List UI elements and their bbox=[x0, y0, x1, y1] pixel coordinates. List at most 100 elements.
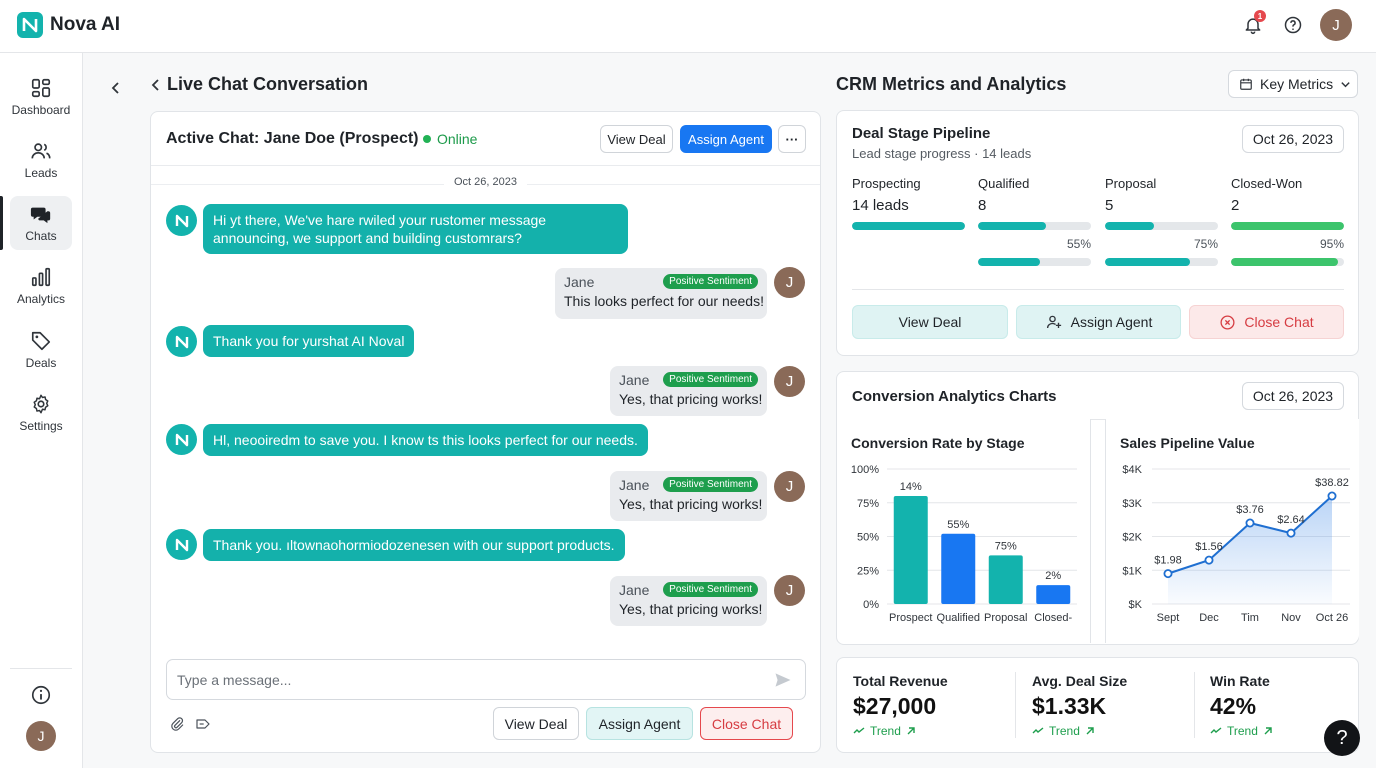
dashboard-grid-icon bbox=[31, 78, 51, 98]
user-message: Jane Positive Sentiment Yes, that pricin… bbox=[610, 366, 767, 416]
point-data-label: $3.76 bbox=[1236, 504, 1264, 516]
kpi-trend: Trend bbox=[1032, 724, 1202, 738]
more-options-button[interactable]: ··· bbox=[778, 125, 806, 153]
trend-line-icon bbox=[1210, 727, 1222, 734]
stage-value: 14 leads bbox=[852, 197, 909, 214]
data-point bbox=[1286, 528, 1296, 538]
help-button[interactable] bbox=[1281, 13, 1305, 37]
message-input[interactable] bbox=[177, 670, 757, 690]
user-message-avatar: J bbox=[774, 366, 805, 397]
stage-progress-fill bbox=[978, 222, 1046, 230]
help-chat-fab[interactable]: ? bbox=[1324, 720, 1360, 756]
user-message-name: Jane bbox=[619, 372, 650, 388]
sidebar-item-settings[interactable]: Settings bbox=[10, 386, 72, 440]
notifications-button[interactable]: 1 bbox=[1241, 10, 1266, 37]
gear-icon bbox=[33, 394, 49, 414]
footer-close-chat-button[interactable]: Close Chat bbox=[700, 707, 793, 740]
collapse-sidebar-button[interactable] bbox=[106, 78, 126, 98]
send-icon[interactable] bbox=[773, 670, 793, 690]
pipeline-assign-agent-label: Assign Agent bbox=[1070, 314, 1153, 330]
paperclip-icon bbox=[171, 717, 184, 731]
bot-message: Hl, neooiredm to save you. I know ts thi… bbox=[203, 424, 648, 456]
kpi-trend: Trend bbox=[1210, 724, 1376, 738]
close-circle-icon bbox=[1220, 314, 1235, 330]
stage-progress-bar bbox=[978, 222, 1091, 230]
kpi-trend: Trend bbox=[853, 724, 1023, 738]
conversion-analytics-panel: Conversion Analytics Charts Oct 26, 2023… bbox=[836, 371, 1359, 645]
pipeline-date-chip[interactable]: Oct 26, 2023 bbox=[1242, 125, 1344, 153]
stage-qualified: Qualified 8 bbox=[978, 176, 1091, 214]
chart-title: Sales Pipeline Value bbox=[1120, 435, 1255, 451]
stage-name: Prospecting bbox=[852, 176, 921, 191]
sidebar-item-analytics[interactable]: Analytics bbox=[10, 259, 72, 313]
sidebar-item-label: Deals bbox=[25, 356, 57, 370]
view-deal-button[interactable]: View Deal bbox=[600, 125, 673, 153]
stage-conversion-fill bbox=[1231, 258, 1339, 266]
sidebar-item-label: Dashboard bbox=[11, 103, 71, 117]
sidebar-user-avatar[interactable]: J bbox=[26, 721, 56, 751]
sidebar-item-dashboard[interactable]: Dashboard bbox=[10, 70, 72, 124]
bot-avatar bbox=[166, 326, 197, 357]
pipeline-view-deal-label: View Deal bbox=[898, 314, 962, 330]
stage-prospecting: Prospecting 14 leads bbox=[852, 176, 965, 214]
y-tick-label: $3K bbox=[1122, 498, 1142, 510]
assign-agent-button[interactable]: Assign Agent bbox=[680, 125, 772, 153]
y-tick-label: $2K bbox=[1122, 532, 1142, 544]
pipeline-close-chat-button[interactable]: Close Chat bbox=[1189, 305, 1344, 339]
kpi-label: Avg. Deal Size bbox=[1032, 673, 1128, 689]
attach-button[interactable] bbox=[169, 715, 185, 733]
message-composer bbox=[166, 659, 806, 700]
bot-message: Thank you. ıltownaohormiodozenesen with … bbox=[203, 529, 625, 561]
bot-avatar bbox=[166, 424, 197, 455]
kpi-value: 42% bbox=[1210, 693, 1257, 719]
sidebar-item-chats[interactable]: Chats bbox=[10, 196, 72, 250]
x-tick-label: Closed- bbox=[1034, 612, 1072, 624]
kpi-avg-deal-size: Avg. Deal Size $1.33K Trend bbox=[1032, 673, 1202, 738]
user-message-text: Yes, that pricing works! bbox=[619, 496, 763, 512]
info-icon bbox=[31, 685, 51, 705]
conversion-analytics-title: Conversion Analytics Charts bbox=[852, 388, 1057, 405]
stage-name: Closed-Won bbox=[1231, 176, 1303, 191]
question-circle-icon bbox=[1284, 16, 1302, 34]
stage-value: 5 bbox=[1105, 197, 1114, 214]
tag-label-button[interactable] bbox=[195, 716, 211, 732]
top-bar: Nova AI 1 J bbox=[0, 0, 1376, 53]
pipeline-view-deal-button[interactable]: View Deal bbox=[852, 305, 1008, 339]
point-data-label: $2.64 bbox=[1277, 514, 1305, 526]
bar-data-label: 75% bbox=[995, 540, 1017, 552]
sidebar-item-leads[interactable]: Leads bbox=[10, 133, 72, 187]
footer-view-deal-button[interactable]: View Deal bbox=[493, 707, 579, 740]
data-point bbox=[1204, 555, 1214, 565]
calendar-icon bbox=[1240, 78, 1252, 90]
stage-name: Proposal bbox=[1105, 176, 1157, 191]
nova-logo-icon[interactable] bbox=[17, 12, 43, 38]
stage-progress-fill bbox=[852, 222, 965, 230]
kpi-label: Total Revenue bbox=[853, 673, 948, 689]
back-button[interactable] bbox=[150, 78, 162, 92]
sidebar: Dashboard Leads Chats Analytics Deals Se… bbox=[0, 53, 83, 768]
user-message-name: Jane bbox=[619, 477, 650, 493]
conversion-rate-chart-panel: Conversion Rate by Stage 0% 25% 50% 75% 100%… bbox=[837, 419, 1091, 643]
conversation-date-label: Oct 26, 2023 bbox=[444, 176, 527, 188]
y-tick-label: $K bbox=[1129, 599, 1143, 611]
kpi-divider bbox=[1194, 672, 1195, 738]
info-button[interactable] bbox=[30, 684, 52, 706]
bar-data-label: 2% bbox=[1045, 570, 1061, 582]
user-message: Jane Positive Sentiment Yes, that pricin… bbox=[610, 471, 767, 521]
user-message: Jane Positive Sentiment Yes, that pricin… bbox=[610, 576, 767, 626]
pipeline-assign-agent-button[interactable]: Assign Agent bbox=[1016, 305, 1181, 339]
add-user-icon bbox=[1046, 315, 1061, 329]
brand-name: Nova AI bbox=[50, 14, 121, 35]
chevron-left-icon bbox=[111, 82, 119, 94]
stage-progress-bar bbox=[1105, 222, 1218, 230]
key-metrics-dropdown[interactable]: Key Metrics bbox=[1228, 70, 1358, 98]
analytics-date-chip[interactable]: Oct 26, 2023 bbox=[1242, 382, 1344, 410]
chart-title: Conversion Rate by Stage bbox=[851, 435, 1025, 451]
x-tick-label: Tim bbox=[1241, 612, 1259, 624]
sidebar-item-deals[interactable]: Deals bbox=[10, 323, 72, 377]
kpi-trend-label: Trend bbox=[1227, 724, 1258, 738]
stage-conversion-bar bbox=[1231, 258, 1344, 266]
bot-avatar bbox=[166, 205, 197, 236]
footer-assign-agent-button[interactable]: Assign Agent bbox=[586, 707, 693, 740]
user-avatar[interactable]: J bbox=[1320, 9, 1352, 41]
